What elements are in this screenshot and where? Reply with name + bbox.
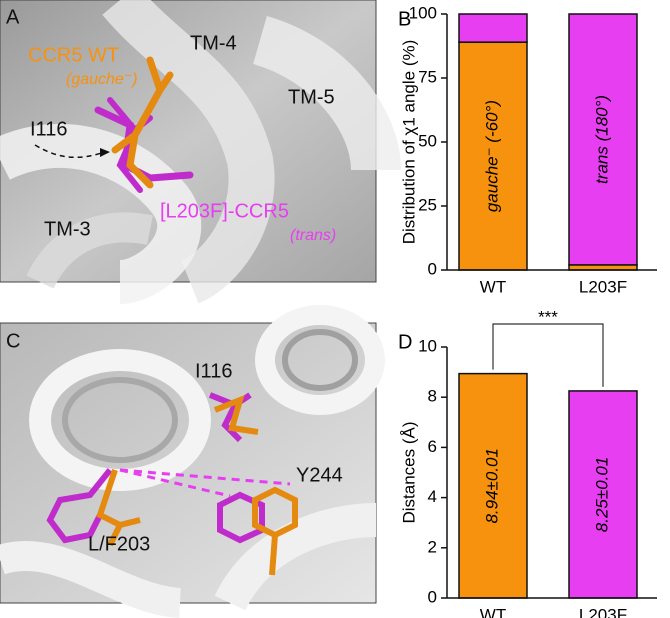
y-tick-label: 0 <box>428 587 437 606</box>
label: TM-4 <box>190 32 237 54</box>
label: [L203F]-CCR5 <box>160 200 289 222</box>
label: Y244 <box>296 464 343 486</box>
y-tick-label: 50 <box>418 131 437 150</box>
label: TM-5 <box>288 86 335 108</box>
series-label: trans (180°) <box>592 95 611 184</box>
bar <box>458 372 528 599</box>
label: CCR5 WT <box>28 44 119 66</box>
y-tick-label: 100 <box>409 3 437 22</box>
label: (trans) <box>290 227 336 244</box>
significance-bracket <box>492 323 604 387</box>
label: L/F203 <box>88 533 150 555</box>
bar-segment <box>458 41 528 271</box>
x-tick-label: L203F <box>579 277 627 296</box>
y-tick-label: 2 <box>428 537 437 556</box>
y-tick-label: 10 <box>418 336 437 355</box>
y-axis-label: Distribution of χ1 angle (%) <box>399 40 418 245</box>
y-axis-label: Distances (Å) <box>399 421 418 523</box>
y-tick-label: 75 <box>418 67 437 86</box>
x-tick-label: L203F <box>579 605 627 618</box>
y-tick-label: 4 <box>428 487 437 506</box>
structure-image-c: C I116 Y244 L/F203 <box>0 305 385 618</box>
bar-segment <box>458 13 528 43</box>
bar-segment <box>568 264 638 271</box>
y-tick-label: 0 <box>428 259 437 278</box>
panel-label: A <box>6 6 20 28</box>
label: I116 <box>195 360 232 382</box>
value-label: 8.25±0.01 <box>592 457 611 533</box>
x-tick-label: WT <box>480 605 506 618</box>
series-label: gauche⁻ (-60°) <box>482 100 501 212</box>
y-tick-label: 6 <box>428 437 437 456</box>
y-tick-label: 25 <box>418 195 437 214</box>
value-label: 8.94±0.01 <box>482 448 501 524</box>
annotation: *** <box>538 307 558 326</box>
label: TM-3 <box>44 218 91 240</box>
bar-segment <box>568 13 638 266</box>
label: (gauche⁻) <box>66 71 138 88</box>
x-tick-label: WT <box>480 277 506 296</box>
structure-image-a: A CCR5 WT (gauche⁻) TM-4 TM-5 I116 TM-3 … <box>0 0 401 304</box>
panel-label: D <box>398 331 412 353</box>
label: I116 <box>30 118 67 140</box>
y-tick-label: 8 <box>428 387 437 406</box>
panel-label: C <box>6 330 20 352</box>
panel-label: B <box>398 8 411 30</box>
